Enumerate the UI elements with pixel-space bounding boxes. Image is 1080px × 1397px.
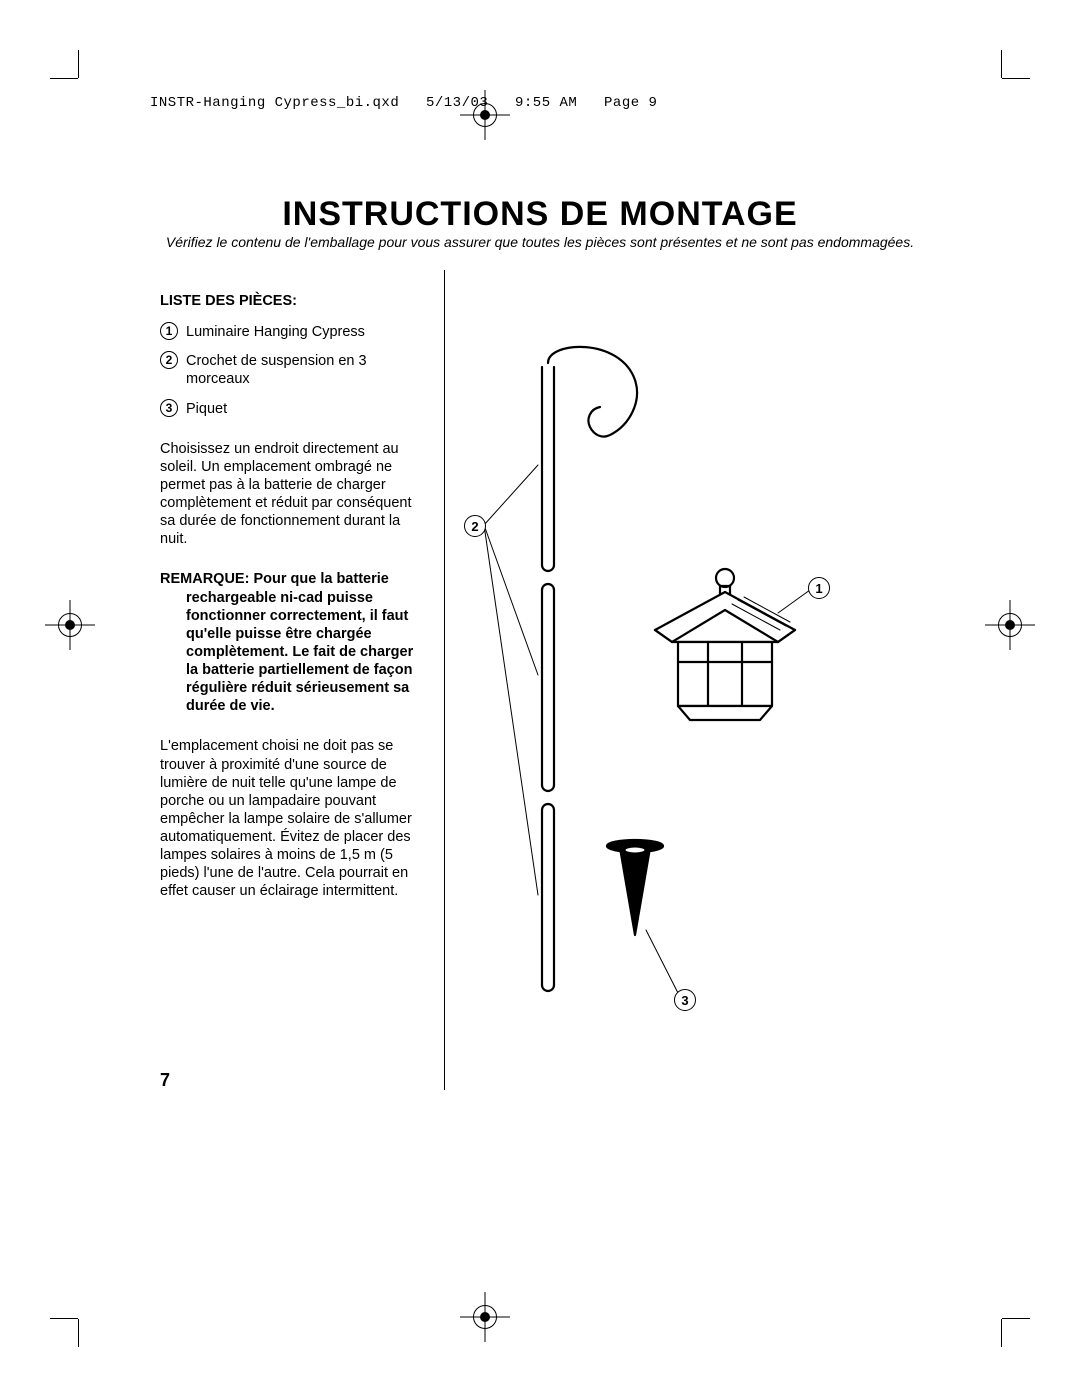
text-column: LISTE DES PIÈCES: 1 Luminaire Hanging Cy… [160,292,420,901]
part-label: Piquet [186,399,227,418]
part-row: 3 Piquet [160,399,420,418]
callout-1: 1 [808,577,830,599]
part-label: Luminaire Hanging Cypress [186,322,365,341]
filename: INSTR-Hanging Cypress_bi.qxd [150,95,399,111]
callout-3: 3 [674,989,696,1011]
page-title: INSTRUCTIONS DE MONTAGE [0,195,1080,234]
file-time: 9:55 AM [515,95,577,111]
file-date: 5/13/03 [426,95,488,111]
remark-lead: REMARQUE: [160,571,253,587]
page-label: Page 9 [604,95,657,111]
paragraph: L'emplacement choisi ne doit pas se trou… [160,737,420,900]
paragraph: Choisissez un endroit directement au sol… [160,440,420,549]
registration-mark [460,1292,510,1342]
registration-mark [985,600,1035,650]
remark-paragraph: REMARQUE: Pour que la batterie rechargea… [160,570,420,715]
callout-2: 2 [464,515,486,537]
page-subtitle: Vérifiez le contenu de l'emballage pour … [0,234,1080,250]
assembly-diagram: 2 1 3 [460,345,940,1045]
column-divider [444,270,445,1090]
registration-mark [45,600,95,650]
remark-body: Pour que la batterie rechargeable ni-cad… [186,571,413,714]
part-label: Crochet de suspension en 3 morceaux [186,351,420,388]
part-row: 1 Luminaire Hanging Cypress [160,322,420,341]
part-number-badge: 3 [160,399,178,417]
diagram-svg [460,345,940,1045]
parts-heading: LISTE DES PIÈCES: [160,292,420,310]
prepress-header: INSTR-Hanging Cypress_bi.qxd 5/13/03 9:5… [150,95,657,111]
part-row: 2 Crochet de suspension en 3 morceaux [160,351,420,388]
part-number-badge: 1 [160,322,178,340]
page-number: 7 [160,1070,170,1091]
part-number-badge: 2 [160,351,178,369]
